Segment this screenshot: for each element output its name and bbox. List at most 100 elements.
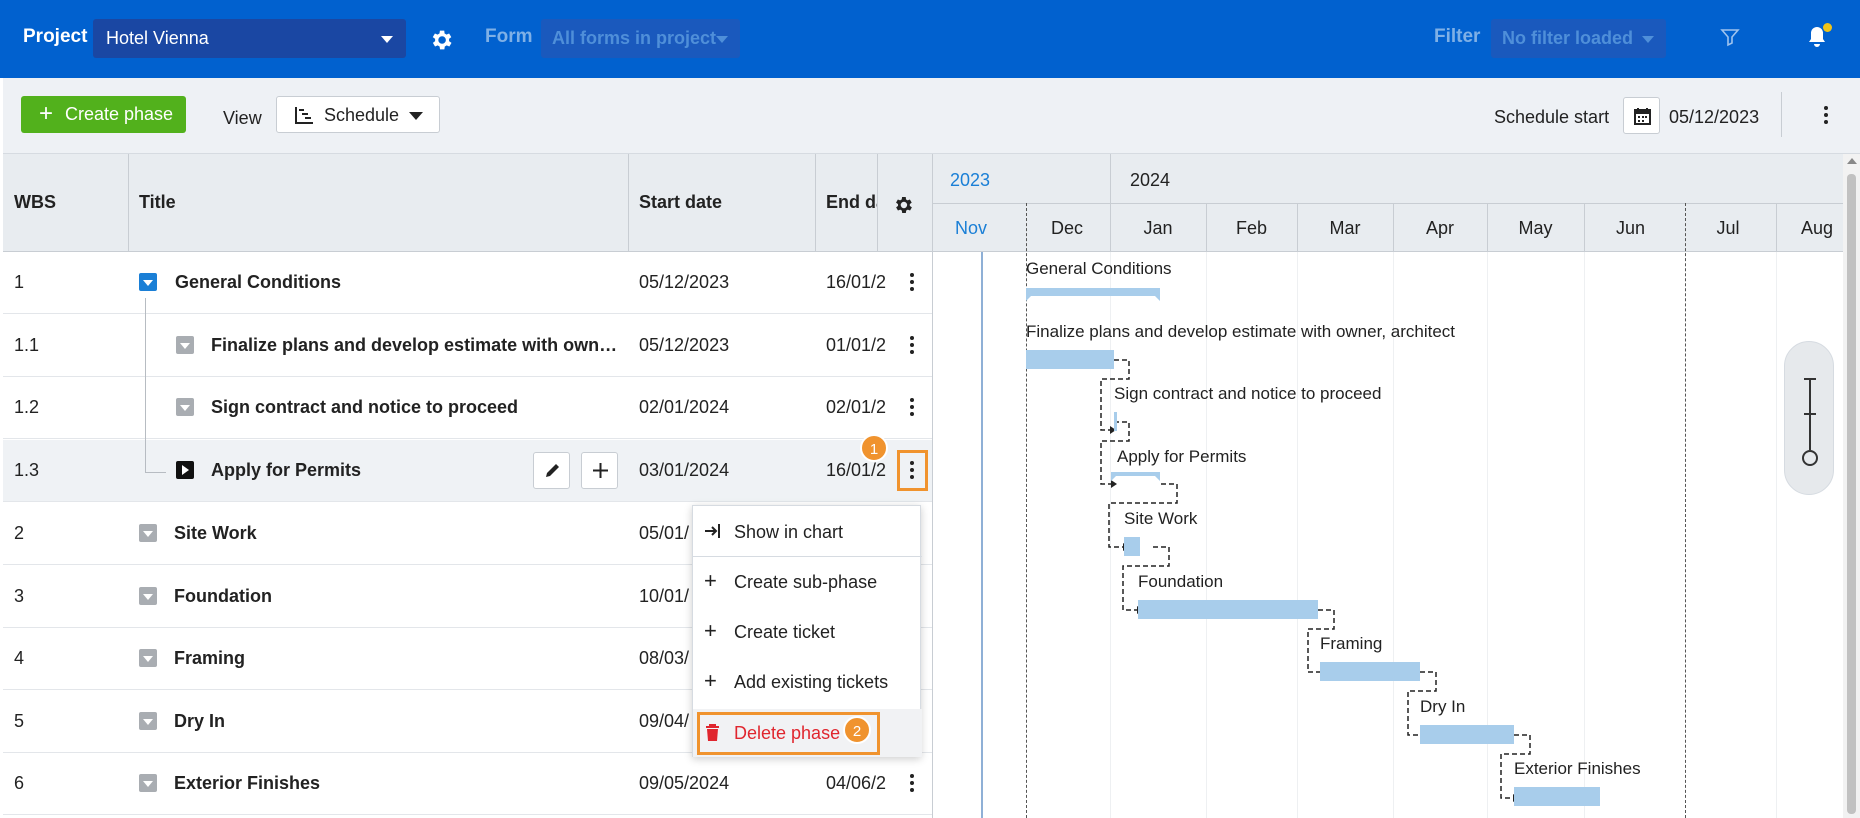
column-header-title[interactable]: Title xyxy=(139,192,176,212)
gantt-bar[interactable] xyxy=(1026,350,1114,369)
menu-item-add-existing-tickets[interactable]: + Add existing tickets xyxy=(693,658,922,706)
title-cell[interactable]: Sign contract and notice to proceed xyxy=(211,397,519,417)
column-header-wbs[interactable]: WBS xyxy=(14,192,56,212)
month-label: Jan xyxy=(1143,218,1173,238)
collapse-toggle-icon[interactable] xyxy=(139,587,157,605)
row-menu-icon[interactable] xyxy=(909,461,915,481)
gantt-bar-label: Dry In xyxy=(1420,697,1466,716)
chevron-down-icon xyxy=(381,36,393,43)
zoom-handle[interactable] xyxy=(1802,450,1818,466)
scrollbar-thumb[interactable] xyxy=(1847,174,1856,814)
start-date-cell: 09/05/2024 xyxy=(639,773,730,793)
wbs-cell: 1.1 xyxy=(14,335,40,355)
table-row[interactable]: 1.1 Finalize plans and develop estimate … xyxy=(3,315,932,377)
schedule-icon xyxy=(295,107,313,124)
table-row[interactable]: 3 Foundation 10/01/ xyxy=(3,566,932,628)
month-label: Nov xyxy=(954,218,987,238)
create-phase-button[interactable]: + Create phase xyxy=(21,96,186,133)
title-cell[interactable]: Framing xyxy=(174,648,246,668)
start-date-cell: 05/12/2023 xyxy=(639,272,730,292)
notification-dot xyxy=(1823,23,1832,32)
bell-icon[interactable] xyxy=(1806,25,1828,49)
collapse-toggle-icon[interactable] xyxy=(139,712,157,730)
zoom-slider[interactable] xyxy=(1784,341,1834,495)
table-row[interactable]: 6 Exterior Finishes 09/05/2024 04/06/2 xyxy=(3,753,932,815)
gantt-bar-label: Foundation xyxy=(1138,572,1224,591)
wbs-cell: 6 xyxy=(14,773,25,793)
schedule-start-label: Schedule start xyxy=(1494,107,1610,127)
title-cell[interactable]: Exterior Finishes xyxy=(174,773,321,793)
title-cell[interactable]: Apply for Permits xyxy=(211,460,362,480)
table-row-selected[interactable]: 1.3 Apply for Permits 03/01/2024 16/01/2 xyxy=(3,440,932,502)
collapse-toggle-icon[interactable] xyxy=(139,273,157,291)
gantt-bar[interactable] xyxy=(1114,412,1117,431)
gantt-bar[interactable] xyxy=(1138,600,1318,619)
funnel-icon[interactable] xyxy=(1720,27,1740,47)
grid-line xyxy=(1297,252,1298,818)
divider xyxy=(1776,204,1777,253)
title-cell[interactable]: Foundation xyxy=(174,586,272,606)
collapse-toggle-icon[interactable] xyxy=(139,649,157,667)
view-select[interactable]: Schedule xyxy=(276,96,440,133)
plus-icon xyxy=(593,463,608,478)
gantt-bar-label: Sign contract and notice to proceed xyxy=(1114,384,1382,403)
vertical-scrollbar[interactable] xyxy=(1843,154,1860,818)
collapse-toggle-icon[interactable] xyxy=(139,524,157,542)
add-button[interactable] xyxy=(581,452,618,489)
row-menu-icon[interactable] xyxy=(909,336,915,356)
table-row[interactable]: 2 Site Work 05/01/ xyxy=(3,503,932,565)
gantt-bar[interactable] xyxy=(1320,662,1420,681)
title-cell[interactable]: Finalize plans and develop estimate with… xyxy=(211,335,623,355)
gear-icon[interactable] xyxy=(428,27,454,53)
filter-select[interactable]: No filter loaded xyxy=(1491,19,1666,58)
gantt-bar[interactable] xyxy=(1420,725,1514,744)
table-row[interactable]: 4 Framing 08/03/ xyxy=(3,628,932,690)
start-date-cell: 03/01/2024 xyxy=(639,460,730,480)
column-divider xyxy=(815,154,816,252)
title-cell[interactable]: Dry In xyxy=(174,711,226,731)
create-phase-label: Create phase xyxy=(65,104,174,124)
start-date-cell: 05/12/2023 xyxy=(639,335,730,355)
column-header-start-date[interactable]: Start date xyxy=(639,192,723,212)
month-label: May xyxy=(1518,218,1553,238)
chevron-down-icon xyxy=(409,112,423,120)
menu-item-show-in-chart[interactable]: Show in chart xyxy=(693,508,922,556)
project-select[interactable]: Hotel Vienna xyxy=(93,19,406,58)
row-menu-icon[interactable] xyxy=(909,398,915,418)
table-row[interactable]: 1.2 Sign contract and notice to proceed … xyxy=(3,377,932,439)
menu-item-create-ticket[interactable]: + Create ticket xyxy=(693,608,922,656)
table-row[interactable]: 5 Dry In 09/04/ xyxy=(3,691,932,753)
step-badge: 2 xyxy=(843,716,871,744)
row-menu-icon[interactable] xyxy=(909,273,915,293)
gantt-bar-label: Site Work xyxy=(1124,509,1198,528)
gantt-bar[interactable] xyxy=(1514,787,1600,806)
plus-icon: + xyxy=(704,568,717,593)
expand-toggle-icon[interactable] xyxy=(176,461,194,479)
collapse-toggle-icon[interactable] xyxy=(176,336,194,354)
schedule-start-value[interactable]: 05/12/2023 xyxy=(1669,107,1760,127)
end-date-cell: 01/01/2 xyxy=(826,335,887,355)
calendar-button[interactable] xyxy=(1623,97,1660,134)
menu-item-create-sub-phase[interactable]: + Create sub-phase xyxy=(693,558,922,606)
end-date-cell: 04/06/2 xyxy=(826,773,887,793)
title-cell[interactable]: General Conditions xyxy=(175,272,342,292)
plus-icon: + xyxy=(39,100,54,127)
gantt-chart[interactable]: 2023 2024 Nov Dec Jan Feb Mar Apr May Ju… xyxy=(932,154,1843,818)
gear-icon[interactable] xyxy=(892,194,914,216)
scroll-up-icon[interactable] xyxy=(1847,158,1857,164)
form-select[interactable]: All forms in project xyxy=(541,19,740,58)
row-menu-icon[interactable] xyxy=(909,774,915,794)
column-header-end-date[interactable]: End da xyxy=(826,192,878,212)
title-cell[interactable]: Site Work xyxy=(174,523,257,543)
schedule-start-marker xyxy=(1026,203,1027,818)
edit-button[interactable] xyxy=(533,452,570,489)
grid-line xyxy=(1393,252,1394,818)
collapse-toggle-icon[interactable] xyxy=(176,398,194,416)
menu-item-delete-phase[interactable]: Delete phase xyxy=(693,709,922,757)
filter-select-value: No filter loaded xyxy=(1502,28,1634,48)
wbs-cell: 1.2 xyxy=(14,397,40,417)
table-row[interactable]: 1 General Conditions 05/12/2023 16/01/2 xyxy=(3,252,932,314)
more-options-icon[interactable] xyxy=(1823,106,1829,126)
gantt-bar[interactable] xyxy=(1124,537,1140,556)
collapse-toggle-icon[interactable] xyxy=(139,774,157,792)
